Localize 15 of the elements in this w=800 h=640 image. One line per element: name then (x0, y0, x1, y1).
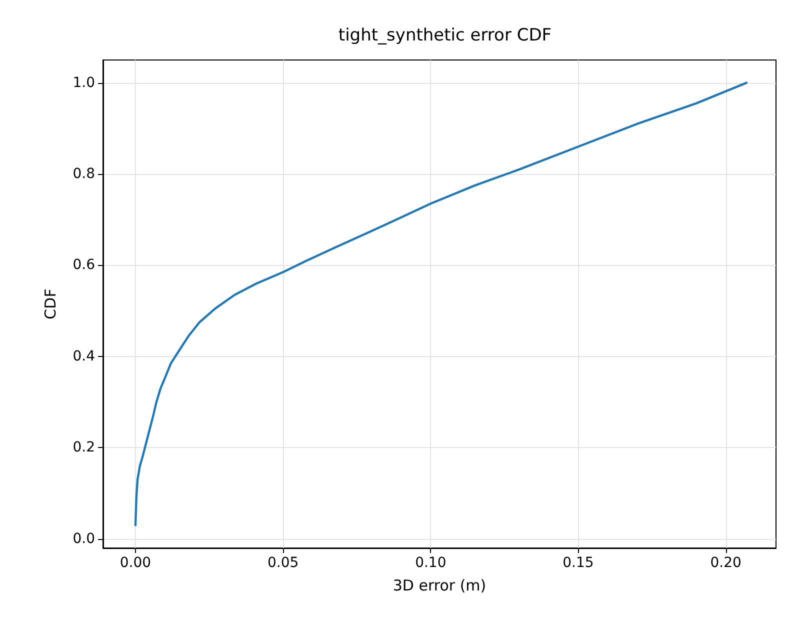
y-tick-label: 0.8 (72, 166, 95, 182)
x-axis-title: 3D error (m) (392, 576, 486, 594)
line-series (134, 82, 748, 526)
y-tick-label: 0.2 (72, 440, 95, 456)
x-tick-label: 0.05 (267, 555, 299, 571)
chart-title: tight_synthetic error CDF (338, 26, 552, 46)
y-tick-label: 0.6 (72, 257, 96, 274)
y-tick-label: 0.0 (72, 530, 95, 547)
x-tick-label: 0.10 (415, 555, 446, 571)
y-tick-label: 1.0 (72, 74, 95, 91)
y-tick-label: 0.4 (72, 348, 96, 364)
x-tick-label: 0.15 (562, 555, 594, 571)
y-axis-title: CDF (42, 288, 60, 320)
x-tick-label: 0.00 (120, 555, 152, 571)
x-tick-label: 0.20 (710, 555, 742, 571)
